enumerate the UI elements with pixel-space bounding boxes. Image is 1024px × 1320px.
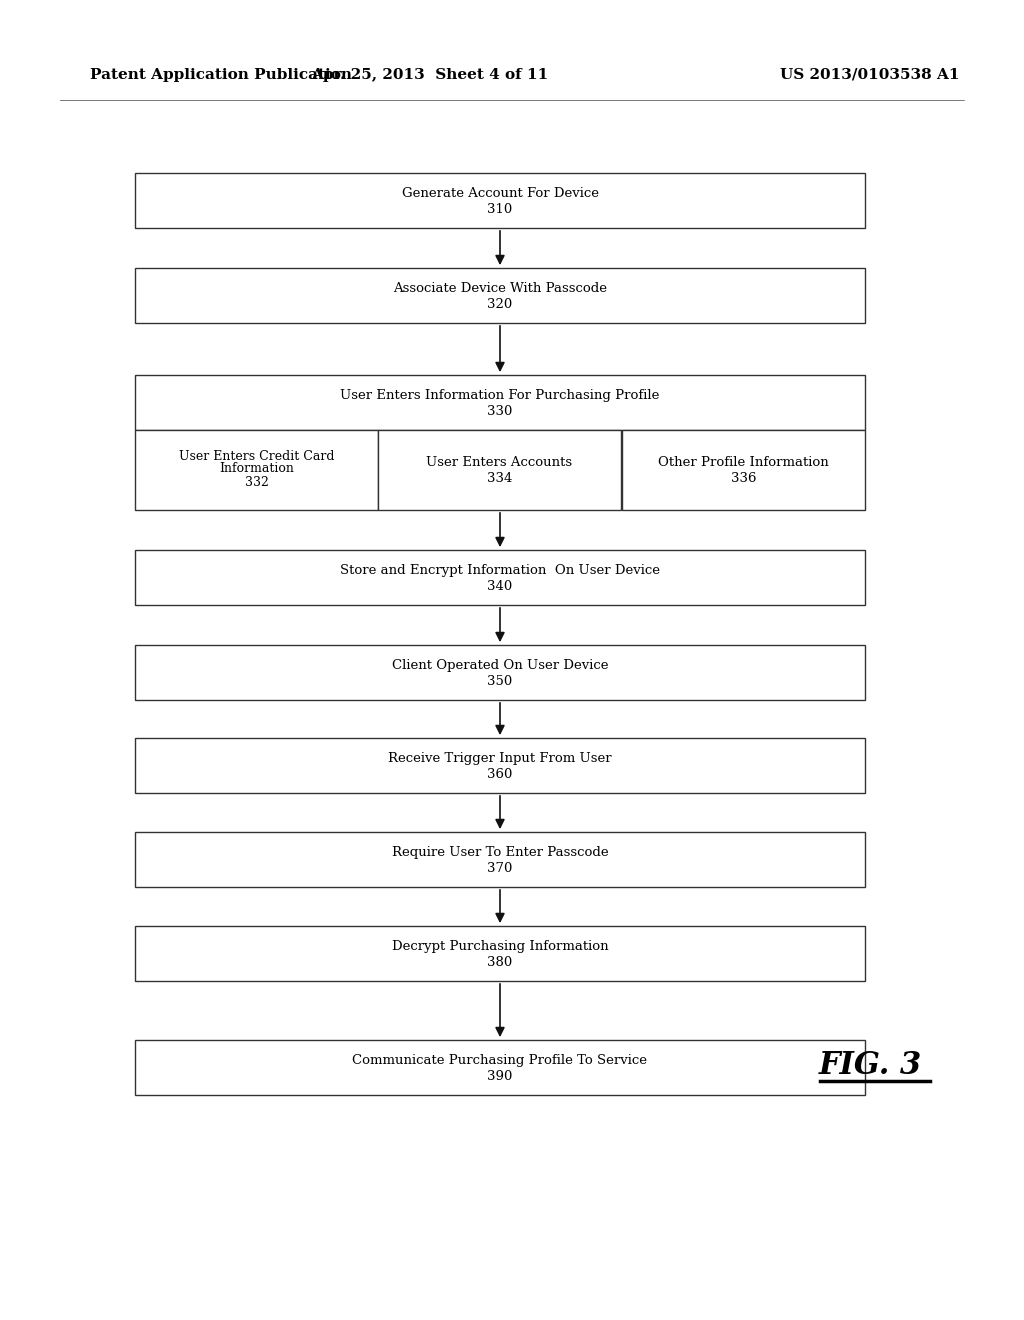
Text: User Enters Accounts: User Enters Accounts <box>426 457 572 470</box>
Text: User Enters Information For Purchasing Profile: User Enters Information For Purchasing P… <box>340 389 659 403</box>
Text: 350: 350 <box>487 675 513 688</box>
Text: Decrypt Purchasing Information: Decrypt Purchasing Information <box>392 940 608 953</box>
Text: Store and Encrypt Information  On User Device: Store and Encrypt Information On User De… <box>340 564 660 577</box>
Text: FIG. 3: FIG. 3 <box>818 1049 922 1081</box>
Bar <box>135 645 865 700</box>
Text: 390: 390 <box>487 1071 513 1082</box>
Text: 310: 310 <box>487 203 513 216</box>
Text: 332: 332 <box>245 475 268 488</box>
Text: Other Profile Information: Other Profile Information <box>658 457 828 470</box>
Text: 370: 370 <box>487 862 513 875</box>
Text: 320: 320 <box>487 298 513 312</box>
Bar <box>135 430 378 510</box>
Bar <box>135 738 865 793</box>
Text: Information: Information <box>219 462 294 474</box>
Text: User Enters Credit Card: User Enters Credit Card <box>179 450 334 462</box>
Text: Generate Account For Device: Generate Account For Device <box>401 187 598 201</box>
Text: 330: 330 <box>487 405 513 418</box>
Text: Client Operated On User Device: Client Operated On User Device <box>392 659 608 672</box>
Text: Receive Trigger Input From User: Receive Trigger Input From User <box>388 752 611 766</box>
Bar <box>135 1040 865 1096</box>
Text: Apr. 25, 2013  Sheet 4 of 11: Apr. 25, 2013 Sheet 4 of 11 <box>311 69 549 82</box>
Text: Patent Application Publication: Patent Application Publication <box>90 69 352 82</box>
Bar <box>135 927 865 981</box>
Text: Require User To Enter Passcode: Require User To Enter Passcode <box>392 846 608 859</box>
Text: Associate Device With Passcode: Associate Device With Passcode <box>393 282 607 294</box>
Bar <box>135 173 865 228</box>
Bar <box>135 268 865 323</box>
Text: 334: 334 <box>486 473 512 486</box>
Text: 360: 360 <box>487 768 513 781</box>
Bar <box>622 430 865 510</box>
Text: 380: 380 <box>487 956 513 969</box>
Text: 340: 340 <box>487 579 513 593</box>
Bar <box>135 832 865 887</box>
Text: 336: 336 <box>731 473 757 486</box>
Bar <box>135 550 865 605</box>
Text: US 2013/0103538 A1: US 2013/0103538 A1 <box>780 69 959 82</box>
Bar <box>378 430 621 510</box>
Text: Communicate Purchasing Profile To Service: Communicate Purchasing Profile To Servic… <box>352 1053 647 1067</box>
Bar <box>135 375 865 430</box>
